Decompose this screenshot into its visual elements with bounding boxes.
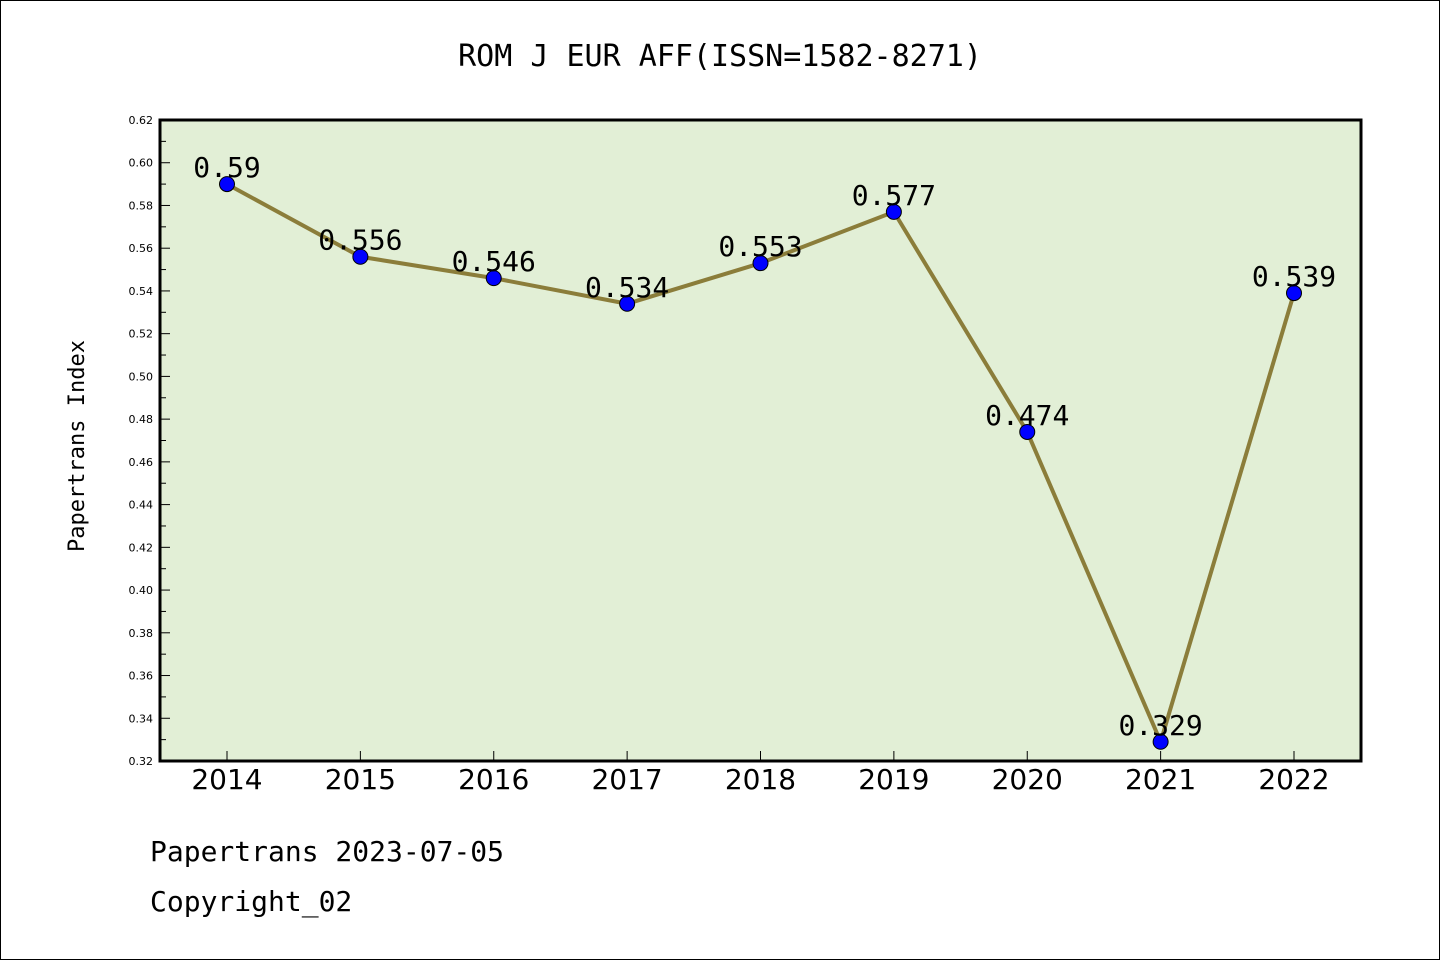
- y-tick-label: 0.48: [129, 413, 154, 426]
- x-tick-label: 2014: [191, 763, 262, 796]
- y-tick-label: 0.40: [129, 584, 154, 597]
- data-label: 0.546: [452, 245, 536, 278]
- y-tick-label: 0.54: [129, 285, 154, 298]
- y-axis-label: Papertrans Index: [65, 340, 90, 552]
- x-axis: 2014 2015 2016 2017 2018 2019 2020 2021 2022: [191, 751, 1330, 796]
- x-tick-label: 2017: [591, 763, 662, 796]
- chart-title: ROM J EUR AFF(ISSN=1582-8271): [458, 39, 982, 74]
- data-label: 0.577: [852, 179, 936, 212]
- x-tick-label: 2022: [1258, 763, 1329, 796]
- y-tick-label: 0.60: [129, 157, 154, 170]
- y-tick-label: 0.52: [129, 328, 154, 341]
- data-point: [619, 295, 636, 312]
- y-tick-label: 0.32: [129, 755, 154, 768]
- data-point: [1152, 733, 1169, 750]
- y-tick-label: 0.50: [129, 370, 154, 383]
- footer-date: Papertrans 2023-07-05: [150, 835, 505, 868]
- y-tick-label: 0.38: [129, 627, 154, 640]
- data-label: 0.553: [718, 230, 802, 263]
- y-tick-label: 0.42: [129, 541, 154, 554]
- data-point: [352, 248, 369, 265]
- data-label: 0.329: [1118, 709, 1202, 742]
- footer-copyright: Copyright_02: [150, 885, 353, 918]
- x-tick-label: 2019: [858, 763, 929, 796]
- data-label: 0.474: [985, 399, 1069, 432]
- data-label: 0.556: [318, 224, 402, 257]
- y-axis: 0.32 0.34 0.36 0.38 0.40 0.42 0.44 0.46 0.48 0.50…: [129, 114, 170, 768]
- series-layer: 0.59 0.556 0.546 0.534 0.553 0.577 0.474 0.329 0…: [193, 151, 1336, 750]
- x-tick-label: 2020: [992, 763, 1063, 796]
- x-tick-label: 2021: [1125, 763, 1196, 796]
- data-point: [219, 176, 235, 193]
- data-point: [1019, 423, 1036, 440]
- y-tick-label: 0.62: [129, 114, 154, 127]
- data-point: [885, 203, 902, 220]
- y-tick-label: 0.34: [129, 712, 154, 725]
- data-point: [752, 255, 769, 272]
- x-tick-label: 2018: [725, 763, 796, 796]
- data-label: 0.59: [193, 151, 260, 184]
- data-point: [485, 270, 502, 287]
- y-tick-label: 0.56: [129, 242, 154, 255]
- data-label: 0.534: [585, 271, 669, 304]
- y-tick-label: 0.58: [129, 199, 154, 212]
- y-tick-label: 0.44: [129, 499, 154, 512]
- data-label: 0.539: [1252, 260, 1336, 293]
- data-point: [1286, 285, 1302, 302]
- y-tick-label: 0.36: [129, 670, 154, 683]
- x-tick-label: 2016: [458, 763, 529, 796]
- x-tick-label: 2015: [325, 763, 396, 796]
- plot-area: [158, 118, 1363, 763]
- y-tick-label: 0.46: [129, 456, 154, 469]
